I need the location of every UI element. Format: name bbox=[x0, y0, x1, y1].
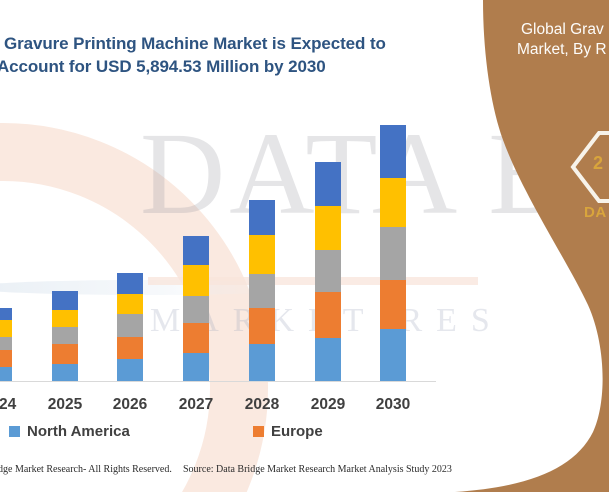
bar-2028 bbox=[249, 200, 275, 381]
bar-segment bbox=[117, 273, 143, 294]
x-axis-label: 2027 bbox=[178, 396, 214, 413]
legend-item: North America bbox=[9, 423, 130, 440]
bar-segment bbox=[315, 338, 341, 381]
panel-heading-line1: Global Grav bbox=[521, 21, 604, 38]
bar-segment bbox=[0, 308, 12, 320]
bar-2027 bbox=[183, 236, 209, 381]
bar-segment bbox=[183, 323, 209, 353]
bar-segment bbox=[183, 353, 209, 381]
bar-segment bbox=[183, 236, 209, 265]
bar-2026 bbox=[117, 273, 143, 381]
bar-segment bbox=[380, 178, 406, 227]
legend-swatch bbox=[9, 426, 20, 437]
copyright-text: dge Market Research- All Rights Reserved… bbox=[0, 464, 172, 475]
bar-segment bbox=[249, 344, 275, 381]
bar-2024 bbox=[0, 308, 12, 381]
panel-heading-line2: Market, By R bbox=[517, 41, 607, 58]
bar-segment bbox=[249, 200, 275, 235]
panel-brand-text: DA bbox=[584, 204, 607, 221]
bar-segment bbox=[380, 280, 406, 329]
bar-segment bbox=[52, 364, 78, 381]
bar-segment bbox=[315, 206, 341, 250]
bar-segment bbox=[0, 367, 12, 381]
bar-segment bbox=[52, 310, 78, 327]
bar-2030 bbox=[380, 125, 406, 381]
bar-segment bbox=[315, 292, 341, 338]
bar-segment bbox=[117, 359, 143, 381]
x-axis-label: 2026 bbox=[112, 396, 148, 413]
chart-title-line2: Account for USD 5,894.53 Million by 2030 bbox=[0, 57, 326, 76]
legend-label: North America bbox=[27, 423, 130, 440]
bar-segment bbox=[117, 294, 143, 314]
bar-segment bbox=[380, 227, 406, 280]
bar-segment bbox=[380, 329, 406, 381]
bar-segment bbox=[52, 327, 78, 344]
bar-segment bbox=[52, 344, 78, 364]
x-axis-label: 2025 bbox=[47, 396, 83, 413]
legend-swatch bbox=[253, 426, 264, 437]
bar-segment bbox=[52, 291, 78, 310]
bar-segment bbox=[249, 235, 275, 274]
cagr-value-text: 2 bbox=[593, 153, 604, 173]
bar-segment bbox=[249, 308, 275, 344]
bar-segment bbox=[380, 125, 406, 178]
source-text: Source: Data Bridge Market Research Mark… bbox=[183, 464, 452, 475]
bar-segment bbox=[0, 350, 12, 367]
bar-2025 bbox=[52, 291, 78, 381]
legend-item: Europe bbox=[253, 423, 323, 440]
x-axis-label: 2024 bbox=[0, 396, 17, 413]
bar-segment bbox=[183, 265, 209, 296]
bar-segment bbox=[183, 296, 209, 323]
bar-segment bbox=[249, 274, 275, 308]
bar-segment bbox=[117, 337, 143, 359]
x-axis-label: 2028 bbox=[244, 396, 280, 413]
bar-segment bbox=[315, 250, 341, 292]
x-axis-line bbox=[0, 381, 436, 382]
chart-title-line1: Gravure Printing Machine Market is Expec… bbox=[4, 34, 386, 53]
bar-segment bbox=[315, 162, 341, 206]
x-axis-label: 2029 bbox=[310, 396, 346, 413]
bar-segment bbox=[117, 314, 143, 337]
bar-segment bbox=[0, 320, 12, 337]
bar-segment bbox=[0, 337, 12, 350]
legend-label: Europe bbox=[271, 423, 323, 440]
bar-2029 bbox=[315, 162, 341, 381]
x-axis-label: 2030 bbox=[375, 396, 411, 413]
